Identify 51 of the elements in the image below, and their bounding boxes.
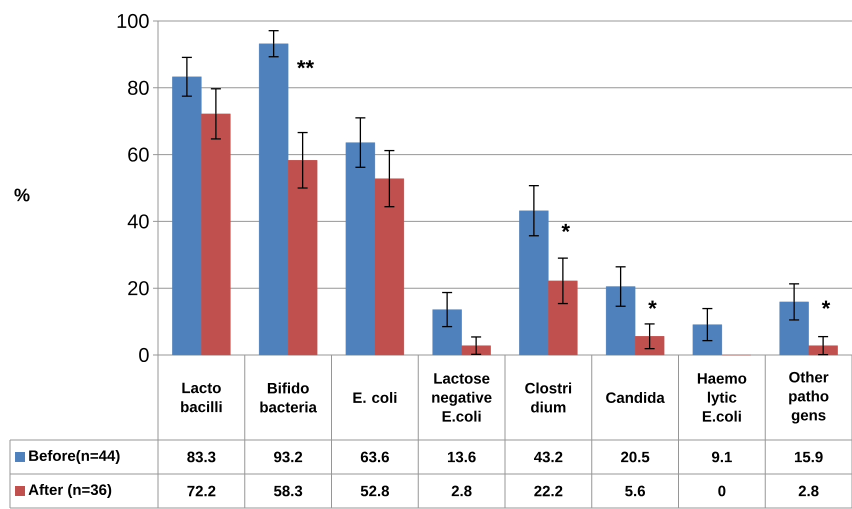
- y-tick-label: 40: [128, 214, 149, 228]
- data-label: 83.3: [187, 452, 216, 462]
- x-tick-label: Haemo lytic E.coli: [698, 373, 746, 422]
- data-label: 5.6: [625, 486, 645, 496]
- bar: [374, 178, 404, 356]
- x-tick-label: Clostri dium: [525, 382, 572, 412]
- bar: [432, 309, 462, 356]
- y-tick-label: 0: [139, 348, 149, 362]
- data-label: 2.8: [452, 486, 472, 496]
- x-tick-label: E. coli: [353, 392, 396, 403]
- data-label: 63.6: [360, 452, 389, 462]
- data-label: 52.8: [360, 486, 390, 496]
- y-tick-label: 80: [128, 80, 149, 95]
- data-label: 43.2: [534, 452, 562, 462]
- legend-label: After (n=36): [28, 484, 112, 498]
- bar: [808, 345, 838, 356]
- bar: [779, 302, 809, 356]
- bar: [201, 114, 231, 356]
- bar: [634, 336, 664, 356]
- data-label: 58.3: [274, 486, 302, 496]
- x-tick-label: Lactose negative E.coli: [432, 373, 492, 422]
- x-tick-label: Bifido bacteria: [260, 382, 317, 412]
- data-label: 13.6: [448, 452, 476, 462]
- bar: [258, 44, 288, 356]
- bar: [461, 345, 491, 356]
- bar: [548, 280, 578, 356]
- data-label: 20.5: [621, 452, 650, 462]
- bar: [172, 76, 202, 356]
- bar: [519, 210, 549, 356]
- legend-label: Before(n=44): [29, 450, 120, 464]
- x-tick-label: Lacto bacilli: [181, 382, 222, 412]
- data-label: 0: [718, 486, 726, 496]
- y-tick-label: 100: [118, 14, 149, 28]
- x-tick-label: Candida: [606, 392, 665, 403]
- data-label: 93.2: [274, 452, 302, 462]
- bar: [288, 160, 318, 356]
- y-tick-label: 60: [128, 148, 149, 162]
- data-label: 2.8: [798, 486, 819, 496]
- annotation: **: [296, 60, 314, 68]
- annotation: *: [562, 224, 570, 232]
- data-label: 72.2: [187, 486, 216, 496]
- y-tick-label: 20: [128, 281, 149, 296]
- annotation: *: [822, 300, 830, 309]
- bar: [346, 142, 376, 356]
- y-axis-title: %: [14, 188, 30, 202]
- data-label: 15.9: [794, 452, 823, 462]
- annotation: *: [648, 300, 657, 309]
- x-tick-label: Other patho gens: [789, 371, 828, 424]
- bar: [606, 286, 636, 356]
- data-label: 9.1: [712, 452, 732, 462]
- data-label: 22.2: [534, 486, 562, 496]
